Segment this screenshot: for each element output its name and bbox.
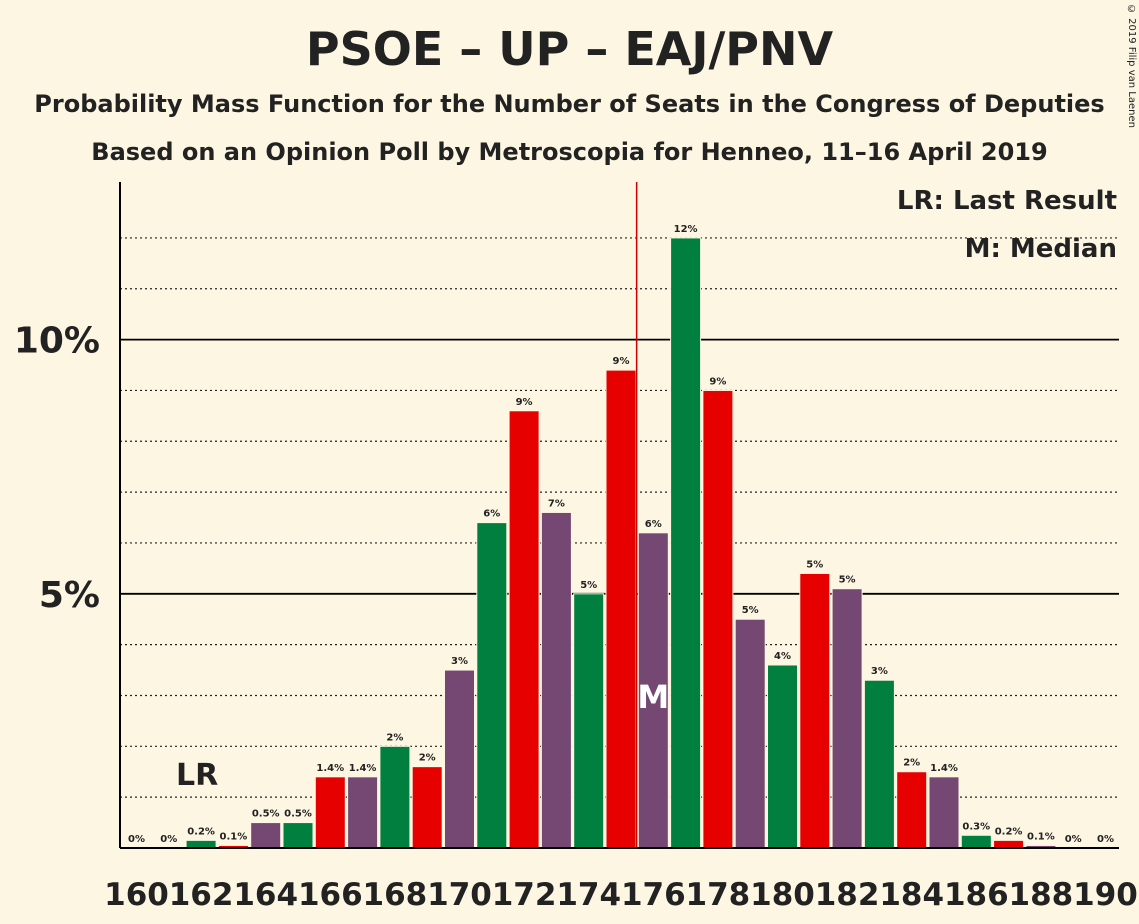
bar-label-164: 0.5%: [252, 809, 280, 820]
x-tick-label-172: 172: [492, 877, 557, 913]
bar-label-168: 2%: [386, 732, 403, 743]
bar-172: [508, 410, 540, 849]
bar-label-188: 0.1%: [1027, 831, 1055, 842]
bar-label-162: 0.2%: [187, 826, 215, 837]
bar-label-186: 0.3%: [962, 821, 990, 832]
bar-174: [573, 593, 605, 849]
bar-label-160: 0%: [128, 834, 145, 845]
legend-entry: M: Median: [965, 234, 1117, 264]
bar-label-179: 5%: [742, 605, 759, 616]
bar-label-166: 1.4%: [316, 763, 344, 774]
median-marker: M: [637, 678, 669, 716]
x-tick-label-188: 188: [1009, 877, 1074, 913]
bar-177: [670, 237, 702, 849]
bar-label-173: 7%: [548, 498, 565, 509]
x-tick-label-178: 178: [686, 877, 751, 913]
bar-170: [444, 669, 475, 849]
bar-187: [993, 839, 1025, 849]
bar-165: [282, 822, 314, 849]
x-tick-label-182: 182: [815, 877, 880, 913]
x-tick-label-174: 174: [556, 877, 621, 913]
bar-label-190: 0%: [1097, 834, 1114, 845]
bar-164: [250, 822, 282, 849]
bar-label-163: 0.1%: [220, 831, 248, 842]
x-tick-label-162: 162: [169, 877, 234, 913]
bar-166: [314, 776, 346, 849]
bar-167: [347, 776, 379, 849]
bar-label-189: 0%: [1065, 834, 1082, 845]
x-tick-label-166: 166: [298, 877, 363, 913]
bar-label-185: 1.4%: [930, 763, 958, 774]
copyright-note: © 2019 Filip van Laenen: [1126, 4, 1137, 128]
bar-label-177: 12%: [674, 224, 698, 235]
bar-183: [863, 679, 895, 849]
bar-182: [831, 588, 863, 849]
bar-185: [928, 776, 960, 849]
x-tick-label-176: 176: [621, 877, 686, 913]
y-tick-label: 10%: [14, 321, 100, 362]
bar-label-169: 2%: [419, 753, 436, 764]
bar-label-187: 0.2%: [995, 826, 1023, 837]
chart-title: PSOE – UP – EAJ/PNV: [305, 22, 834, 76]
bar-181: [799, 572, 831, 849]
bar-label-175: 9%: [613, 356, 630, 367]
bar-162: [185, 839, 217, 849]
bar-label-167: 1.4%: [349, 763, 377, 774]
y-tick-label: 5%: [39, 575, 100, 616]
chart-subtitle: Probability Mass Function for the Number…: [34, 90, 1105, 118]
x-tick-label-164: 164: [233, 877, 298, 913]
bar-label-172: 9%: [516, 397, 533, 408]
bar-173: [540, 511, 572, 849]
chart-source: Based on an Opinion Poll by Metroscopia …: [91, 138, 1048, 166]
bar-label-165: 0.5%: [284, 809, 312, 820]
last-result-marker: LR: [176, 758, 218, 793]
legend-entry: LR: Last Result: [897, 186, 1117, 216]
bar-label-183: 3%: [871, 666, 888, 677]
x-tick-label-186: 186: [944, 877, 1009, 913]
x-tick-label-160: 160: [104, 877, 169, 913]
bar-180: [767, 664, 798, 849]
bar-label-176: 6%: [645, 519, 662, 530]
x-tick-label-190: 190: [1073, 877, 1138, 913]
x-tick-label-170: 170: [427, 877, 492, 913]
bar-178: [702, 389, 734, 849]
bar-176: [637, 532, 669, 849]
x-tick-label-180: 180: [750, 877, 815, 913]
bar-184: [896, 771, 928, 849]
bar-168: [379, 745, 411, 849]
bar-label-161: 0%: [160, 834, 177, 845]
bar-label-184: 2%: [903, 758, 920, 769]
x-tick-label-184: 184: [879, 877, 944, 913]
bar-label-180: 4%: [774, 651, 791, 662]
x-tick-label-168: 168: [363, 877, 428, 913]
bar-169: [411, 766, 443, 849]
bar-label-178: 9%: [709, 376, 726, 387]
bar-label-171: 6%: [483, 509, 500, 520]
bar-label-182: 5%: [839, 575, 856, 586]
bar-label-174: 5%: [580, 580, 597, 591]
bar-175: [605, 369, 637, 849]
bar-179: [734, 618, 766, 849]
bar-label-170: 3%: [451, 656, 468, 667]
bar-171: [476, 522, 508, 849]
bar-label-181: 5%: [806, 559, 823, 570]
bar-186: [960, 834, 992, 849]
